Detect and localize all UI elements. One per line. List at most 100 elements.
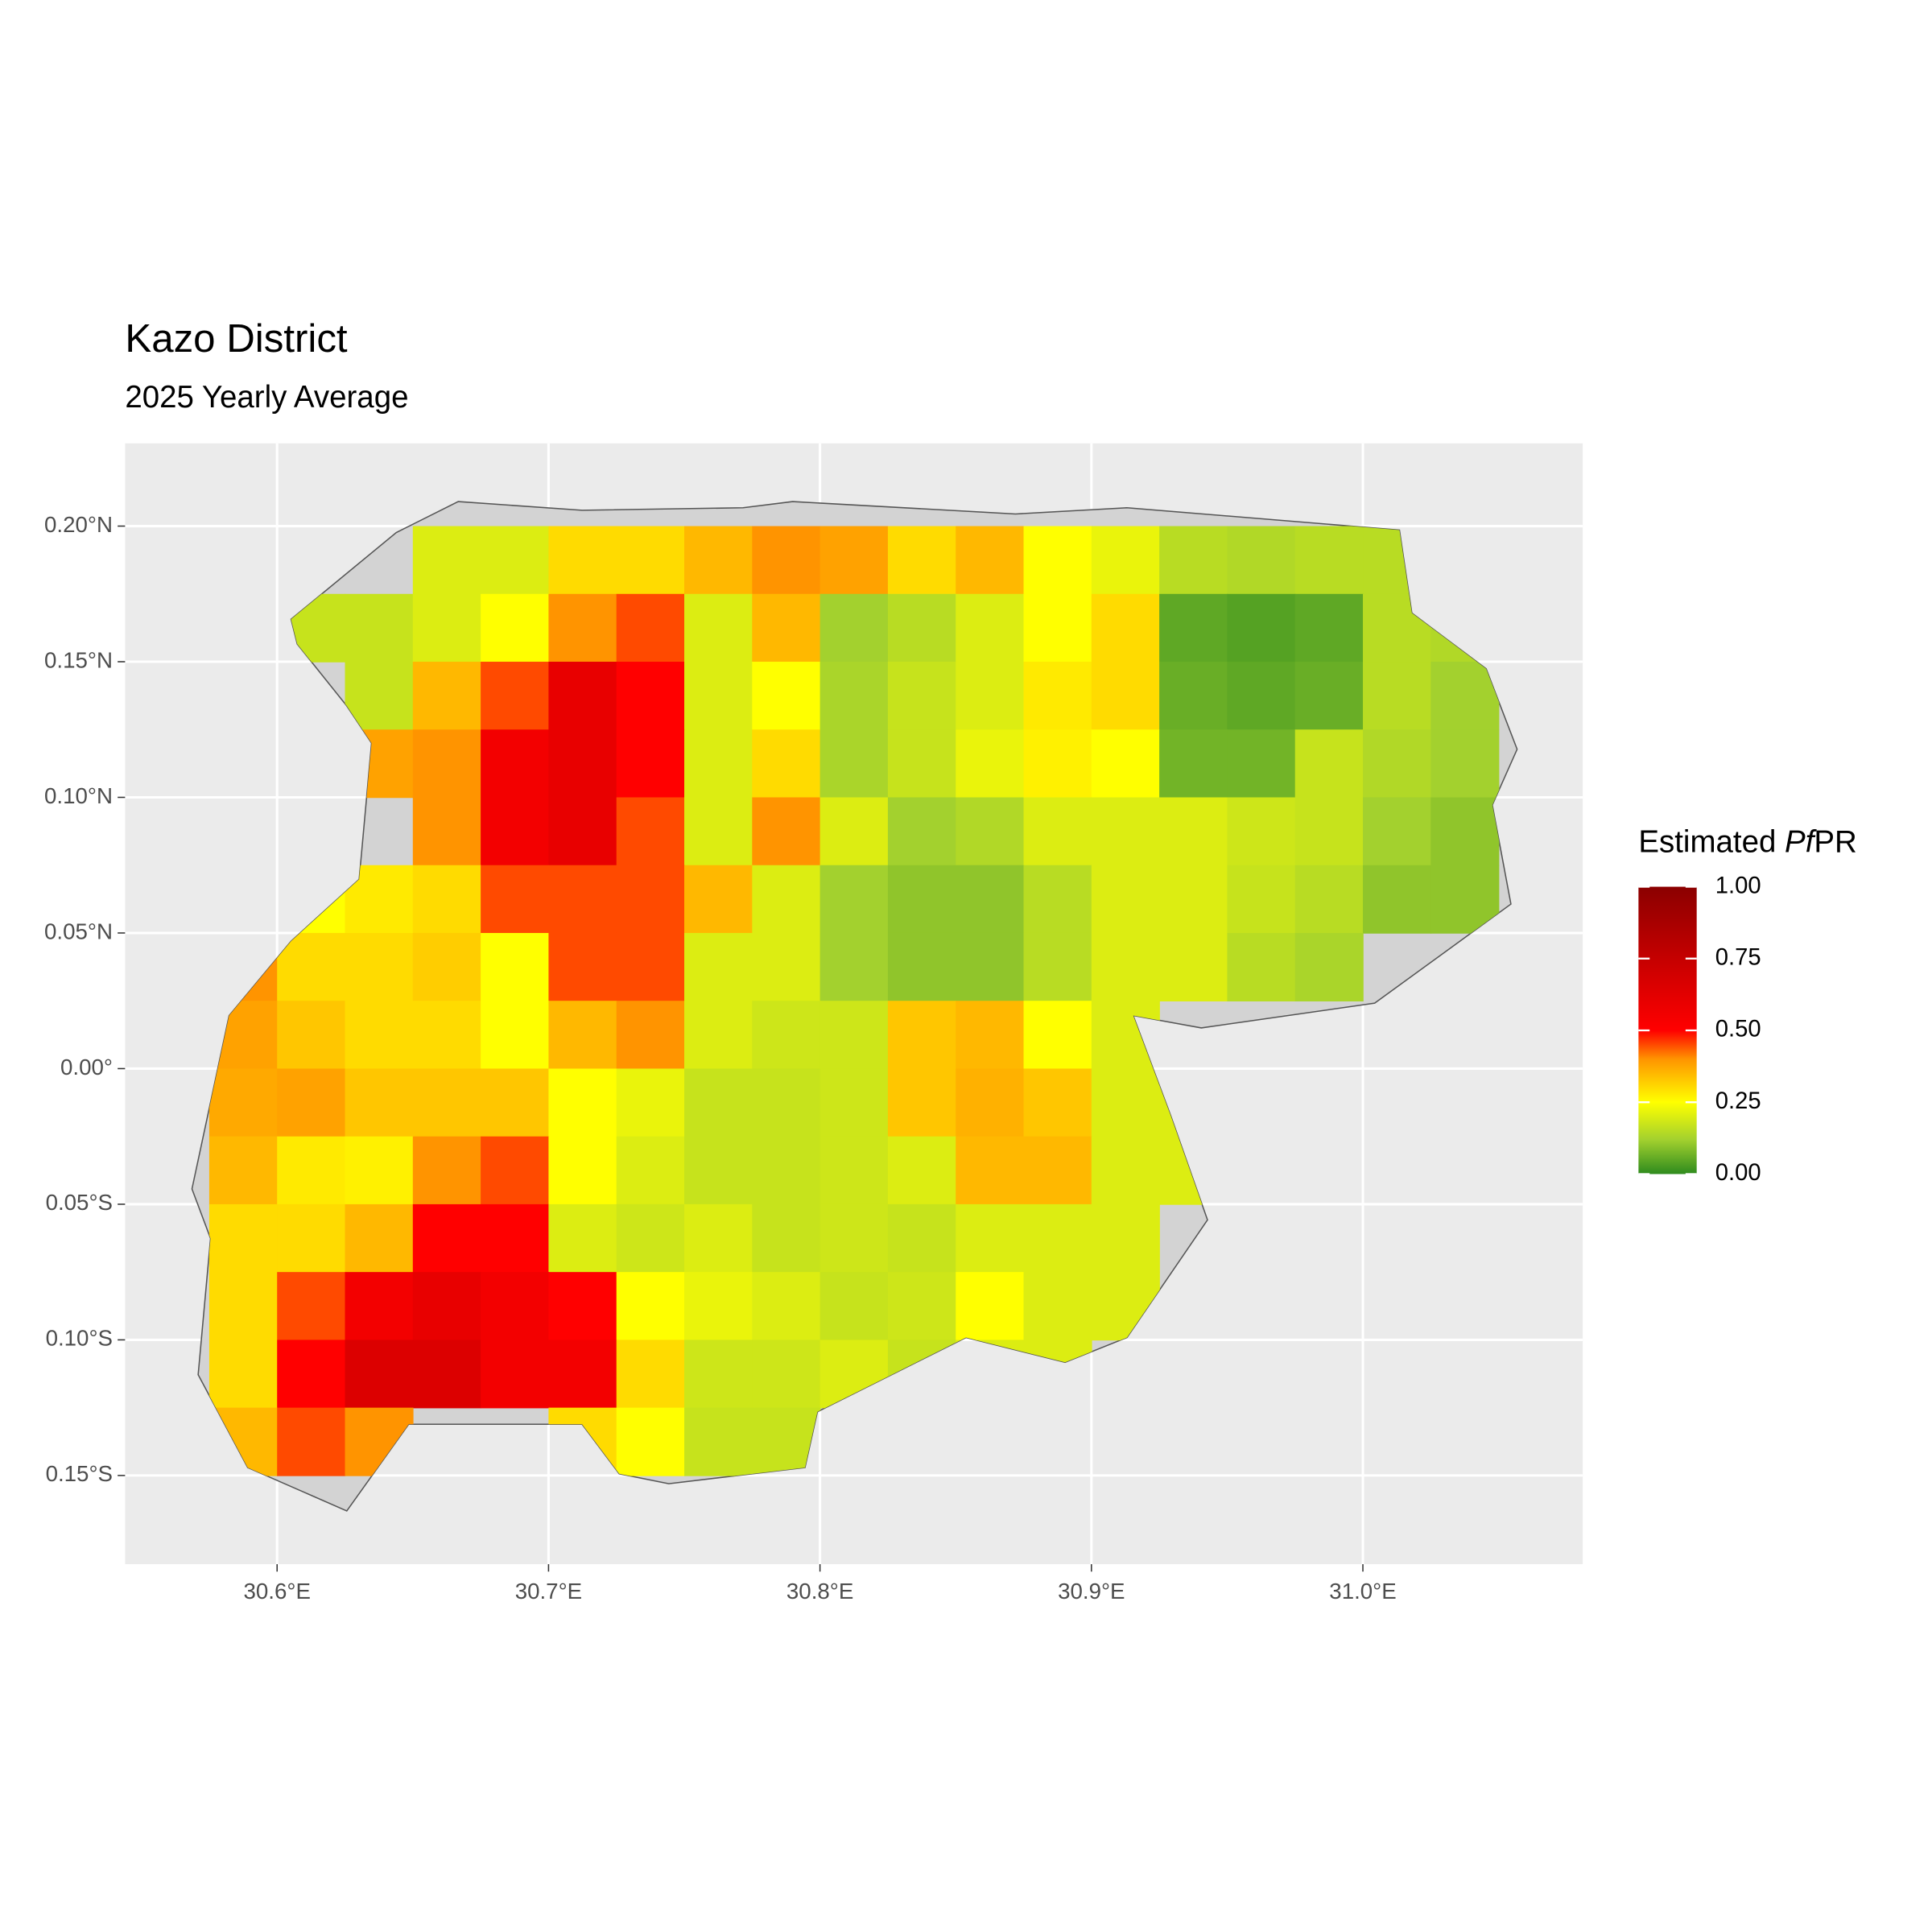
- cell: [208, 1272, 278, 1341]
- cell: [1091, 1203, 1160, 1273]
- cell: [1159, 729, 1228, 799]
- cell: [752, 1068, 821, 1137]
- y-tick-label: 0.15°N: [44, 647, 113, 672]
- x-tick-label: 30.8°E: [786, 1579, 853, 1604]
- cell: [481, 729, 550, 799]
- cell: [412, 1340, 481, 1409]
- cell: [1294, 662, 1364, 731]
- legend-title-part: PR: [1814, 824, 1856, 859]
- x-tick-label: 30.6°E: [243, 1579, 310, 1604]
- cell: [684, 1136, 753, 1205]
- cell: [1227, 729, 1296, 799]
- cell: [1023, 1001, 1092, 1070]
- cell: [1159, 865, 1228, 934]
- cell: [412, 729, 481, 799]
- cell: [412, 1001, 481, 1070]
- cell: [345, 1136, 414, 1205]
- cell: [616, 865, 685, 934]
- cell: [1091, 593, 1160, 663]
- cell: [345, 1203, 414, 1273]
- cell: [412, 1068, 481, 1137]
- cell: [277, 1136, 346, 1205]
- cell: [956, 1068, 1025, 1137]
- cell: [1227, 662, 1296, 731]
- cell: [277, 1068, 346, 1137]
- cell: [956, 797, 1025, 866]
- cell: [1091, 865, 1160, 934]
- cell: [1227, 797, 1296, 866]
- cell: [752, 1272, 821, 1341]
- cell: [819, 526, 889, 595]
- cell: [1091, 729, 1160, 799]
- legend: 0.00 0.25 0.50 0.75 1.00: [1638, 873, 1761, 1186]
- cell: [548, 526, 617, 595]
- cell: [1227, 865, 1296, 934]
- cell: [277, 1203, 346, 1273]
- cell: [1091, 1136, 1160, 1205]
- cell: [481, 593, 550, 663]
- cell: [412, 1203, 481, 1273]
- cell: [819, 593, 889, 663]
- cell: [1227, 526, 1296, 595]
- cell: [548, 1001, 617, 1070]
- cell: [752, 526, 821, 595]
- y-tick-label: 0.10°N: [44, 783, 113, 808]
- cell: [1430, 729, 1500, 799]
- cell: [684, 662, 753, 731]
- legend-label: 0.50: [1715, 1017, 1761, 1042]
- cell: [345, 1001, 414, 1070]
- cell: [208, 1340, 278, 1409]
- cell: [887, 1203, 956, 1273]
- cell: [1430, 797, 1500, 866]
- cell: [345, 1068, 414, 1137]
- cell: [1294, 797, 1364, 866]
- cell: [548, 1272, 617, 1341]
- cell: [887, 797, 956, 866]
- cell: [277, 1001, 346, 1070]
- cell: [1091, 526, 1160, 595]
- cell: [1159, 593, 1228, 663]
- cell: [752, 1340, 821, 1409]
- cell: [684, 1001, 753, 1070]
- cell: [956, 593, 1025, 663]
- cell: [1363, 662, 1432, 731]
- cell: [616, 932, 685, 1001]
- cell: [887, 729, 956, 799]
- cell: [1091, 797, 1160, 866]
- cell: [1091, 1068, 1160, 1137]
- chart-title: Kazo District: [125, 316, 348, 361]
- cell: [684, 526, 753, 595]
- cell: [481, 797, 550, 866]
- cell: [956, 1136, 1025, 1205]
- cell: [616, 1340, 685, 1409]
- cell: [819, 932, 889, 1001]
- axes: 30.6°E 30.7°E 30.8°E 30.9°E 31.0°E 0.20°N 0.15…: [44, 512, 1397, 1604]
- cell: [616, 526, 685, 595]
- x-tick-label: 30.9°E: [1058, 1579, 1125, 1604]
- cell: [548, 1340, 617, 1409]
- cell: [887, 932, 956, 1001]
- legend-title-part: Pf: [1785, 824, 1817, 859]
- cell: [1430, 662, 1500, 731]
- cell: [684, 1272, 753, 1341]
- cell: [277, 932, 346, 1001]
- cell: [548, 729, 617, 799]
- cell: [956, 1001, 1025, 1070]
- cell: [819, 1136, 889, 1205]
- cell: [548, 1068, 617, 1137]
- cell: [684, 1068, 753, 1137]
- cell: [616, 1001, 685, 1070]
- cell: [1294, 865, 1364, 934]
- y-tick-label: 0.00°: [60, 1055, 113, 1080]
- cell: [752, 593, 821, 663]
- cell: [616, 662, 685, 731]
- cell: [208, 1136, 278, 1205]
- cell: [956, 865, 1025, 934]
- cell: [548, 932, 617, 1001]
- cell: [1159, 526, 1228, 595]
- cell: [345, 593, 414, 663]
- cell: [956, 1203, 1025, 1273]
- legend-label: 0.00: [1715, 1160, 1761, 1186]
- cell: [887, 865, 956, 934]
